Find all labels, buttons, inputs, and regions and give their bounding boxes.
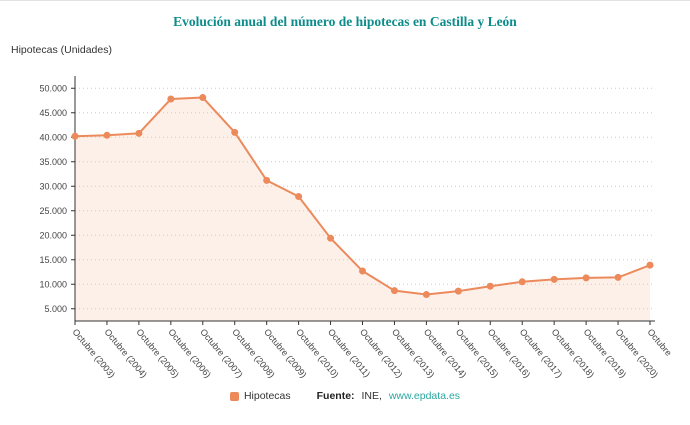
- data-point[interactable]: [518, 278, 526, 286]
- data-point[interactable]: [614, 273, 622, 281]
- data-point[interactable]: [359, 267, 366, 275]
- data-point[interactable]: [263, 176, 271, 184]
- y-tick-label: 50.000: [39, 83, 67, 93]
- y-tick-label: 5.000: [44, 304, 67, 314]
- y-tick-label: 45.000: [39, 108, 67, 118]
- source-link[interactable]: www.epdata.es: [388, 390, 461, 402]
- data-point[interactable]: [454, 287, 462, 295]
- data-point[interactable]: [231, 128, 239, 136]
- data-point[interactable]: [646, 261, 654, 269]
- y-tick-label: 20.000: [39, 230, 67, 240]
- source-prefix-label: Fuente:: [316, 390, 355, 402]
- legend-marker-icon: [229, 391, 239, 401]
- data-point[interactable]: [103, 131, 111, 139]
- data-point[interactable]: [135, 129, 143, 137]
- y-tick-label: 40.000: [39, 132, 67, 142]
- data-point[interactable]: [422, 291, 430, 299]
- chart-footer: Hipotecas Fuente: INE, www.epdata.es: [0, 390, 690, 402]
- data-point[interactable]: [550, 275, 558, 283]
- legend-label: Hipotecas: [243, 390, 291, 402]
- data-point[interactable]: [167, 95, 175, 103]
- series-area: [75, 97, 650, 321]
- data-point[interactable]: [199, 94, 207, 102]
- data-point[interactable]: [582, 274, 590, 282]
- y-tick-label: 35.000: [39, 157, 67, 167]
- data-point[interactable]: [486, 282, 494, 290]
- y-tick-label: 25.000: [39, 206, 67, 216]
- data-point[interactable]: [71, 132, 79, 140]
- y-tick-label: 30.000: [39, 181, 67, 191]
- data-point[interactable]: [327, 234, 335, 242]
- line-chart: 5.000 10.000 15.000 20.000 25.000 30.000 35.00…: [39, 76, 674, 380]
- legend-item-hipotecas[interactable]: Hipotecas: [229, 390, 291, 402]
- y-tick-label: 10.000: [39, 279, 67, 289]
- source-name-label: INE,: [361, 390, 382, 402]
- data-point[interactable]: [295, 193, 303, 201]
- chart-title: Evolución anual del número de hipotecas …: [173, 14, 517, 29]
- x-tick-label: Octubre: [645, 327, 673, 358]
- y-axis-unit-label: Hipotecas (Unidades): [11, 44, 112, 56]
- y-tick-label: 15.000: [39, 255, 67, 265]
- data-point[interactable]: [390, 287, 398, 295]
- source-text: Fuente: INE, www.epdata.es: [317, 390, 460, 402]
